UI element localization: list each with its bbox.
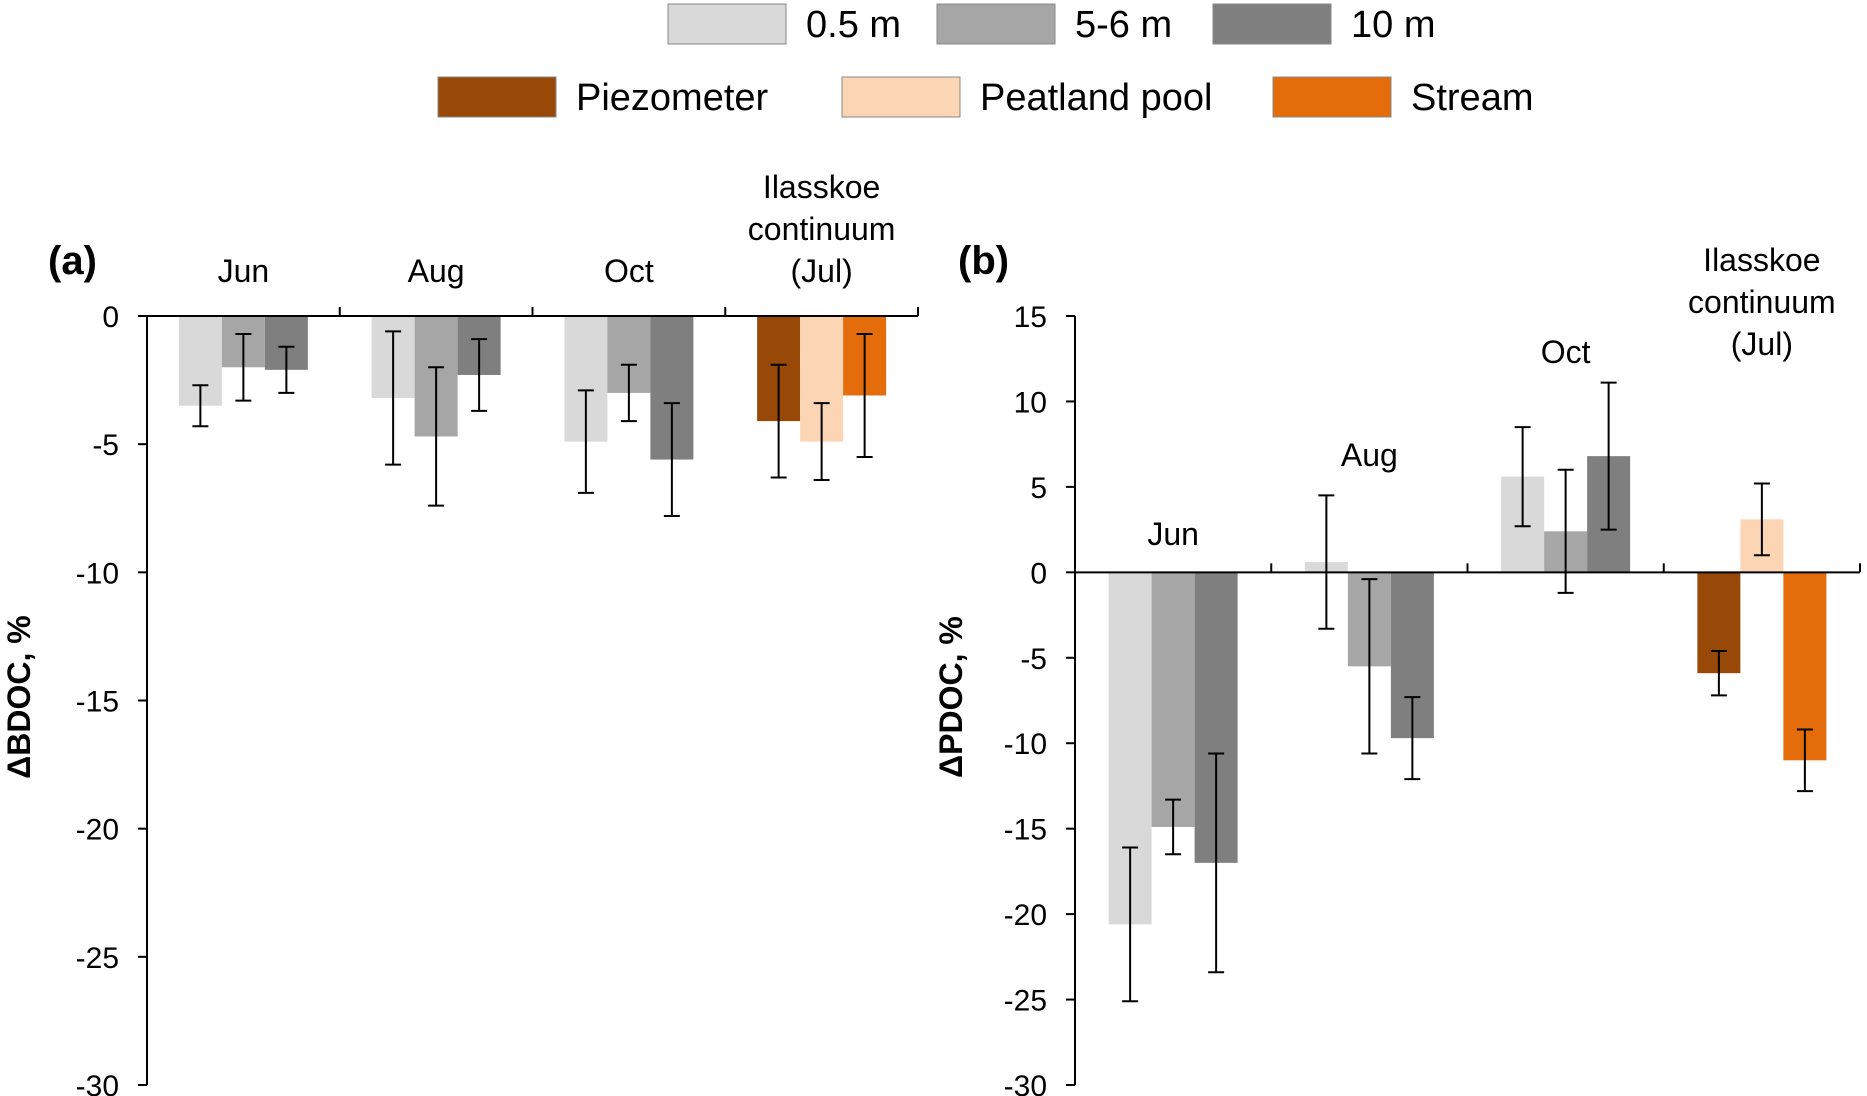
category-label-ilasskoe-continuum-jul: continuum [1688, 284, 1836, 320]
category-label-jun: Jun [1147, 516, 1199, 552]
legend-label-0-5-m: 0.5 m [806, 4, 901, 46]
y-tick-label: 10 [1014, 386, 1047, 419]
legend-swatch-stream [1272, 76, 1392, 118]
y-tick-label: -30 [76, 1070, 119, 1096]
y-tick-label: -20 [1004, 899, 1047, 932]
category-label-ilasskoe-continuum-jul: Ilasskoe [1703, 242, 1820, 278]
y-tick-label: -10 [76, 557, 119, 590]
y-tick-label: -25 [76, 942, 119, 975]
legend-swatch-0-5-m [667, 3, 787, 45]
legend-swatch-piezometer [437, 76, 557, 118]
y-tick-label: 0 [1030, 557, 1047, 590]
bar-jun-5-6-m [1151, 572, 1195, 827]
category-label-oct: Oct [604, 253, 654, 289]
y-tick-label: -5 [1020, 643, 1047, 676]
category-label-ilasskoe-continuum-jul: continuum [748, 211, 896, 247]
y-axis-title: ΔBDOC, % [1, 615, 37, 778]
legend-label-stream: Stream [1411, 77, 1533, 119]
y-tick-label: 15 [1014, 301, 1047, 334]
legend-swatch-5-6-m [936, 3, 1056, 45]
category-label-aug: Aug [1341, 437, 1398, 473]
legend-swatch-peatland-pool [841, 76, 961, 118]
category-label-jun: Jun [218, 253, 270, 289]
legend-label-piezometer: Piezometer [576, 77, 769, 119]
legend-label-peatland-pool: Peatland pool [980, 77, 1212, 119]
panel-label: (b) [958, 239, 1009, 283]
y-tick-label: -30 [1004, 1070, 1047, 1096]
category-label-oct: Oct [1541, 334, 1591, 370]
panel-a-chart: (a) ΔBDOC, % 0 -5 -10 -15 -20 -25 -30 Jun Aug Oct Il… [1, 169, 919, 1096]
y-tick-label: -5 [92, 429, 119, 462]
y-axis-title: ΔPDOC, % [933, 616, 969, 778]
legend-label-10-m: 10 m [1351, 4, 1435, 46]
panel-b-chart: (b) ΔPDOC, % 15 10 5 0 -5 -10 -15 -20 -25 -30 Jun Aug… [933, 239, 1861, 1096]
y-tick-label: 0 [102, 301, 119, 334]
legend: 0.5 m 5-6 m 10 m Piezometer Peatland pool Str… [437, 3, 1533, 119]
legend-swatch-10-m [1212, 3, 1332, 45]
y-tick-label: -15 [76, 686, 119, 719]
y-tick-label: -25 [1004, 985, 1047, 1018]
panel-label: (a) [48, 239, 97, 283]
y-tick-label: 5 [1030, 472, 1047, 505]
y-tick-label: -15 [1004, 814, 1047, 847]
category-label-ilasskoe-continuum-jul: Ilasskoe [763, 169, 880, 205]
category-label-aug: Aug [408, 253, 465, 289]
legend-label-5-6-m: 5-6 m [1075, 4, 1172, 46]
y-tick-label: -10 [1004, 728, 1047, 761]
category-label-ilasskoe-continuum-jul: (Jul) [1731, 326, 1793, 362]
y-tick-label: -20 [76, 814, 119, 847]
category-label-ilasskoe-continuum-jul: (Jul) [791, 253, 853, 289]
